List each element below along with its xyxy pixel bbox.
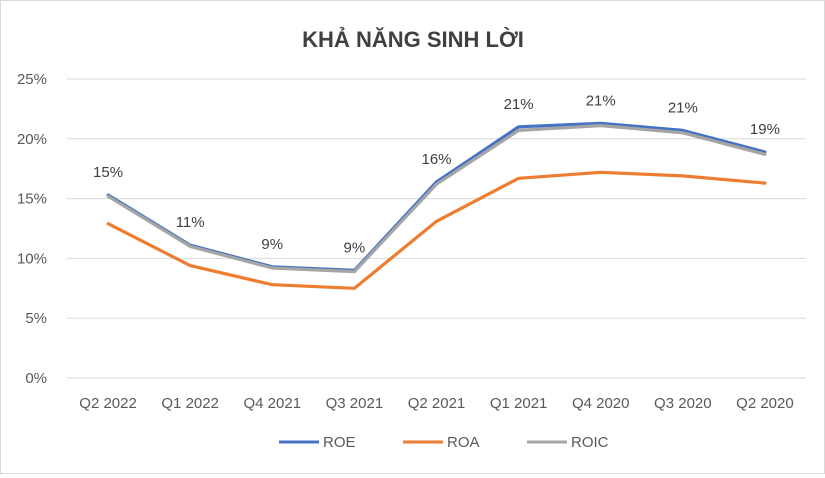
y-tick-label: 25% bbox=[17, 71, 47, 88]
x-tick-label: Q3 2021 bbox=[326, 395, 384, 412]
data-label: 21% bbox=[504, 96, 534, 113]
chart-title: KHẢ NĂNG SINH LỜI bbox=[302, 27, 524, 52]
data-label: 19% bbox=[750, 121, 780, 138]
data-label: 9% bbox=[261, 236, 283, 253]
data-label: 9% bbox=[344, 239, 366, 256]
x-tick-label: Q4 2020 bbox=[572, 395, 630, 412]
data-label: 15% bbox=[93, 164, 123, 181]
series-line-roa bbox=[106, 170, 767, 290]
x-tick-label: Q1 2021 bbox=[490, 395, 548, 412]
y-tick-label: 10% bbox=[17, 250, 47, 267]
x-tick-label: Q3 2020 bbox=[654, 395, 712, 412]
legend-label-roic: ROIC bbox=[571, 434, 609, 451]
data-label: 11% bbox=[176, 214, 205, 231]
x-tick-label: Q2 2021 bbox=[408, 395, 466, 412]
data-label: 16% bbox=[421, 151, 451, 168]
x-tick-label: Q2 2022 bbox=[79, 395, 137, 412]
x-tick-label: Q4 2021 bbox=[244, 395, 302, 412]
series-line-roic bbox=[106, 123, 767, 274]
data-label: 21% bbox=[668, 99, 698, 116]
y-tick-label: 0% bbox=[25, 370, 47, 387]
series-line-roe bbox=[106, 121, 767, 272]
data-label: 21% bbox=[586, 92, 616, 109]
y-tick-label: 5% bbox=[25, 310, 47, 327]
y-tick-label: 20% bbox=[17, 131, 47, 148]
x-tick-label: Q1 2022 bbox=[161, 395, 219, 412]
legend-label-roa: ROA bbox=[447, 434, 480, 451]
legend-label-roe: ROE bbox=[323, 434, 356, 451]
y-tick-label: 15% bbox=[17, 191, 47, 208]
x-tick-label: Q2 2020 bbox=[736, 395, 794, 412]
